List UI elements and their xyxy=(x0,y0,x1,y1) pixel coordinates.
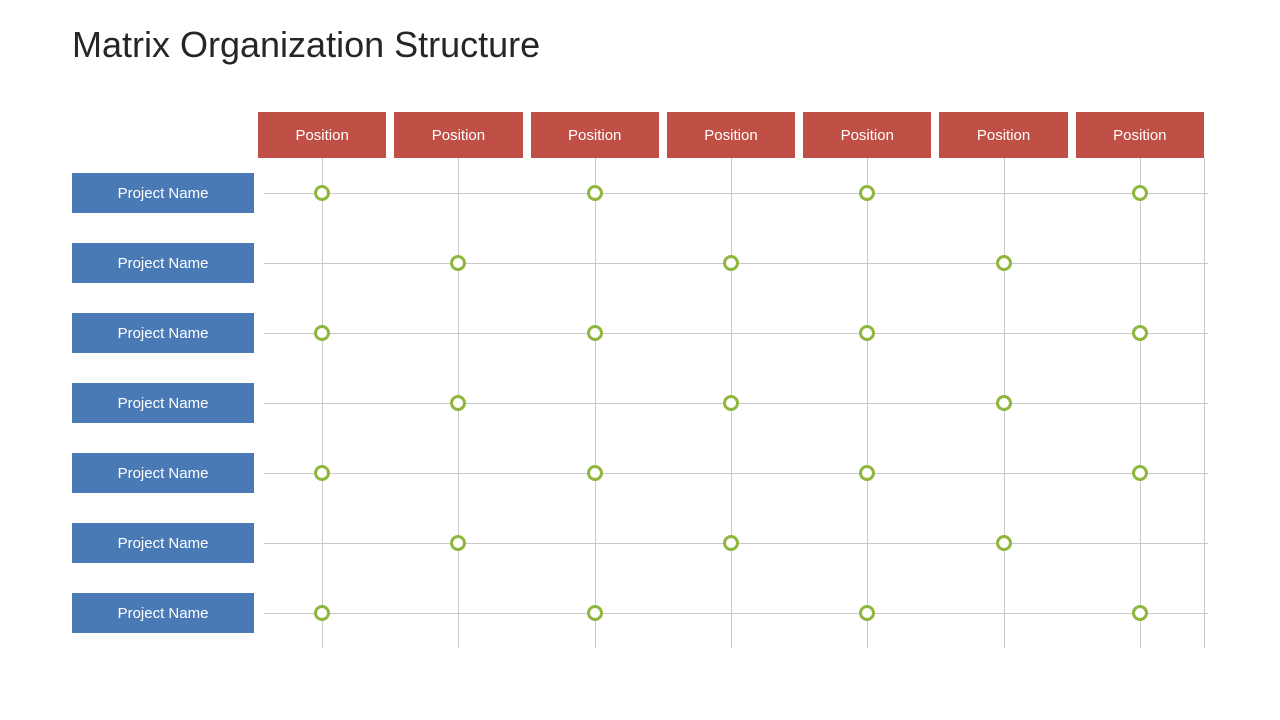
matrix-diagram: PositionPositionPositionPositionPosition… xyxy=(72,112,1208,648)
assignment-marker xyxy=(1132,465,1148,481)
assignment-marker xyxy=(587,325,603,341)
project-header: Project Name xyxy=(72,383,254,423)
assignment-marker xyxy=(450,535,466,551)
assignment-marker xyxy=(996,535,1012,551)
assignment-marker xyxy=(587,465,603,481)
assignment-marker xyxy=(859,465,875,481)
assignment-marker xyxy=(450,255,466,271)
assignment-marker xyxy=(314,325,330,341)
grid-vline xyxy=(1140,158,1141,648)
project-header: Project Name xyxy=(72,453,254,493)
project-header: Project Name xyxy=(72,173,254,213)
grid-vline xyxy=(867,158,868,648)
position-header-row: PositionPositionPositionPositionPosition… xyxy=(72,112,1208,158)
matrix-row: Project Name xyxy=(72,158,1208,228)
project-header: Project Name xyxy=(72,523,254,563)
assignment-marker xyxy=(996,255,1012,271)
assignment-marker xyxy=(314,465,330,481)
assignment-marker xyxy=(723,255,739,271)
assignment-marker xyxy=(723,535,739,551)
matrix-row: Project Name xyxy=(72,298,1208,368)
assignment-marker xyxy=(859,185,875,201)
assignment-marker xyxy=(996,395,1012,411)
matrix-row: Project Name xyxy=(72,578,1208,648)
assignment-marker xyxy=(1132,605,1148,621)
matrix-row: Project Name xyxy=(72,438,1208,508)
assignment-marker xyxy=(450,395,466,411)
position-header: Position xyxy=(394,112,522,158)
project-header: Project Name xyxy=(72,593,254,633)
position-header: Position xyxy=(667,112,795,158)
assignment-marker xyxy=(723,395,739,411)
grid-vline xyxy=(595,158,596,648)
project-header: Project Name xyxy=(72,313,254,353)
position-header: Position xyxy=(258,112,386,158)
header-corner-spacer xyxy=(72,112,254,158)
grid-vline xyxy=(322,158,323,648)
position-header: Position xyxy=(531,112,659,158)
assignment-marker xyxy=(1132,325,1148,341)
matrix-row: Project Name xyxy=(72,368,1208,438)
matrix-row: Project Name xyxy=(72,508,1208,578)
position-header: Position xyxy=(939,112,1067,158)
matrix-row: Project Name xyxy=(72,228,1208,298)
grid-vline xyxy=(1204,158,1205,648)
assignment-marker xyxy=(1132,185,1148,201)
assignment-marker xyxy=(587,605,603,621)
assignment-marker xyxy=(314,185,330,201)
assignment-marker xyxy=(587,185,603,201)
assignment-marker xyxy=(859,605,875,621)
matrix-body: Project Name Project Name Project Name Proj… xyxy=(72,158,1208,648)
assignment-marker xyxy=(314,605,330,621)
assignment-marker xyxy=(859,325,875,341)
position-header: Position xyxy=(1076,112,1204,158)
page-title: Matrix Organization Structure xyxy=(72,24,540,66)
position-header: Position xyxy=(803,112,931,158)
project-header: Project Name xyxy=(72,243,254,283)
